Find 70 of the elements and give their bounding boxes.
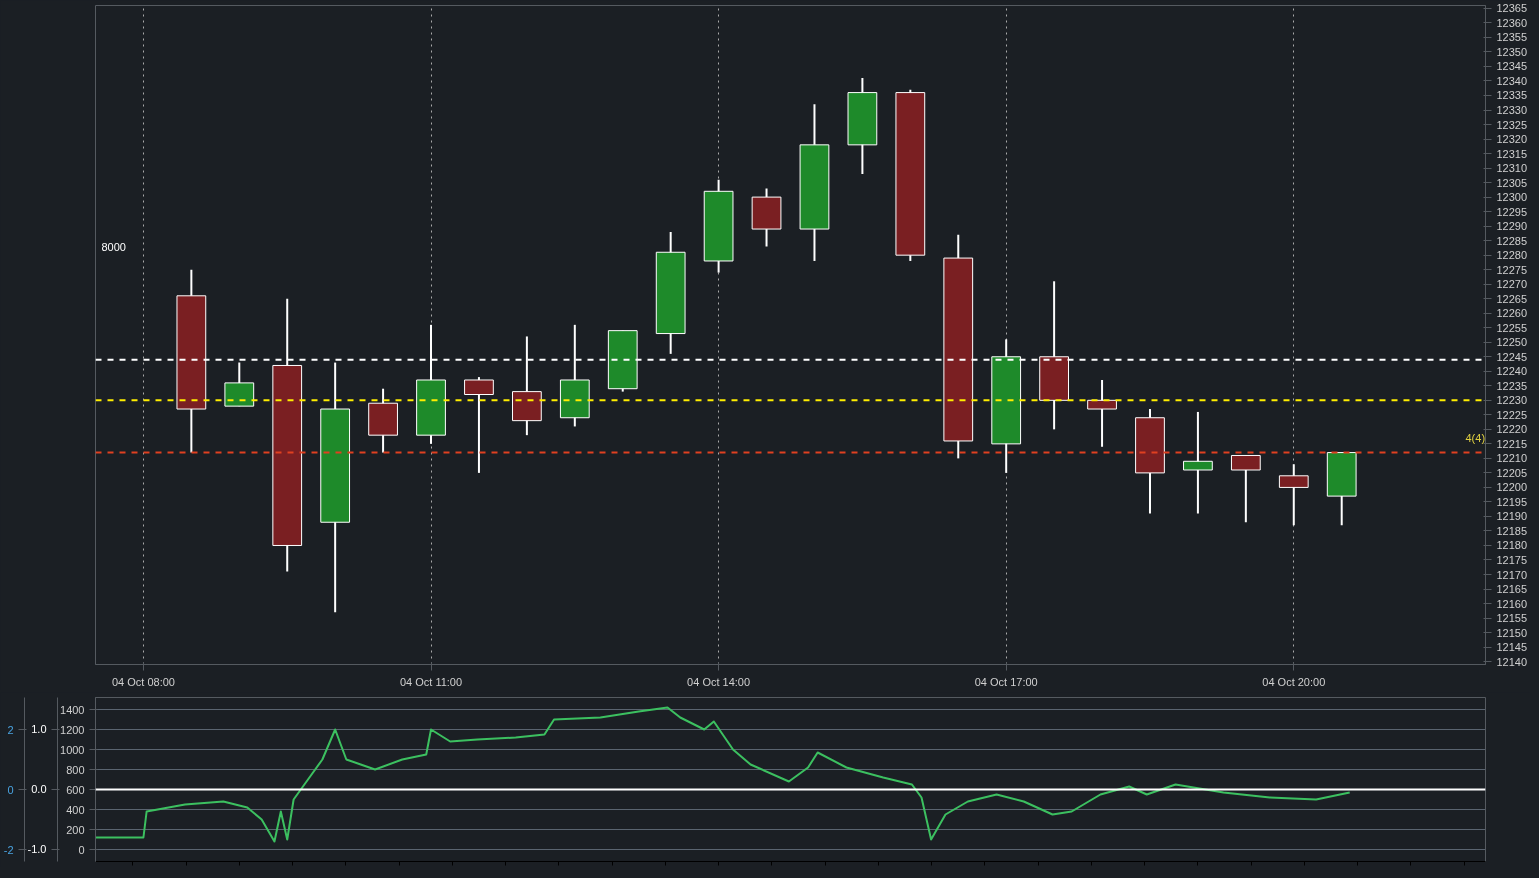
y-tick-label: 12150 xyxy=(1496,626,1528,639)
y-tick-label: 12165 xyxy=(1496,583,1528,596)
y-tick-label: 12320 xyxy=(1496,133,1528,146)
y-tick-label: 0 xyxy=(78,843,85,856)
y-tick-label: 12195 xyxy=(1496,495,1528,508)
y-tick-label: 12350 xyxy=(1496,45,1528,58)
y-tick-label: 12340 xyxy=(1496,74,1528,87)
y-tick-label: 12265 xyxy=(1496,292,1528,305)
y3-tick-label: 0 xyxy=(7,783,14,796)
y-tick-label: 12185 xyxy=(1496,524,1528,537)
y-tick-label: 12260 xyxy=(1496,307,1528,320)
y-tick-label: 12180 xyxy=(1496,539,1528,552)
y-tick-label: 12225 xyxy=(1496,408,1528,421)
y-tick-label: 12305 xyxy=(1496,176,1528,189)
y-tick-label: 12175 xyxy=(1496,553,1528,566)
y-tick-label: 12335 xyxy=(1496,89,1528,102)
y-tick-label: 12295 xyxy=(1496,205,1528,218)
y-tick-label: 12155 xyxy=(1496,612,1528,625)
y-tick-label: 12250 xyxy=(1496,336,1528,349)
y-tick-label: 1400 xyxy=(60,703,85,716)
y-tick-label: 200 xyxy=(66,823,85,836)
y-tick-label: 12205 xyxy=(1496,466,1528,479)
y3-tick-label: -2 xyxy=(3,843,14,856)
y-tick-label: 12280 xyxy=(1496,249,1528,262)
y2-tick-label: 1.0 xyxy=(31,723,47,736)
y-tick-label: 12365 xyxy=(1496,2,1528,15)
y-tick-label: 12325 xyxy=(1496,118,1528,131)
y-tick-label: 12310 xyxy=(1496,162,1528,175)
y-tick-label: 12330 xyxy=(1496,104,1528,117)
x-tick-label: 04 Oct 08:00 xyxy=(111,675,175,688)
y-tick-label: 12345 xyxy=(1496,60,1528,73)
x-tick-label: 04 Oct 11:00 xyxy=(399,675,463,688)
y-tick-label: 12220 xyxy=(1496,423,1528,436)
y-tick-label: 800 xyxy=(66,763,85,776)
x-tick-label: 04 Oct 20:00 xyxy=(1262,675,1326,688)
y-tick-label: 12170 xyxy=(1496,568,1528,581)
y2-tick-label: -1.0 xyxy=(27,843,47,856)
y-tick-label: 12355 xyxy=(1496,31,1528,44)
annotation: 8000 xyxy=(101,240,126,253)
x-tick-label: 04 Oct 17:00 xyxy=(974,675,1038,688)
y-tick-label: 12230 xyxy=(1496,394,1528,407)
y-tick-label: 12215 xyxy=(1496,437,1528,450)
y3-tick-label: 2 xyxy=(7,723,14,736)
y-tick-label: 12285 xyxy=(1496,234,1528,247)
y-tick-label: 12200 xyxy=(1496,481,1528,494)
y-tick-label: 12255 xyxy=(1496,321,1528,334)
y-tick-label: 12210 xyxy=(1496,452,1528,465)
y-tick-label: 1200 xyxy=(60,723,85,736)
candlestick xyxy=(464,376,494,474)
candlestick xyxy=(1087,379,1117,448)
candlestick xyxy=(1183,410,1213,515)
y-tick-label: 12235 xyxy=(1496,379,1528,392)
y-tick-label: 400 xyxy=(66,803,85,816)
x-tick-label: 04 Oct 14:00 xyxy=(687,675,751,688)
y2-tick-label: 0.0 xyxy=(31,783,47,796)
y-tick-label: 12140 xyxy=(1496,655,1528,668)
y-tick-label: 12275 xyxy=(1496,263,1528,276)
y-tick-label: 1000 xyxy=(60,743,85,756)
y-tick-label: 12160 xyxy=(1496,597,1528,610)
y-tick-label: 12270 xyxy=(1496,278,1528,291)
y-tick-label: 12290 xyxy=(1496,220,1528,233)
y-tick-label: 12190 xyxy=(1496,510,1528,523)
y-tick-label: 12240 xyxy=(1496,365,1528,378)
y-tick-label: 600 xyxy=(66,783,85,796)
y-tick-label: 12300 xyxy=(1496,191,1528,204)
y-tick-label: 12360 xyxy=(1496,16,1528,29)
y-tick-label: 12145 xyxy=(1496,641,1528,654)
y-tick-label: 12245 xyxy=(1496,350,1528,363)
y-tick-label: 12315 xyxy=(1496,147,1528,160)
annotation: 4(4) xyxy=(1465,431,1486,444)
